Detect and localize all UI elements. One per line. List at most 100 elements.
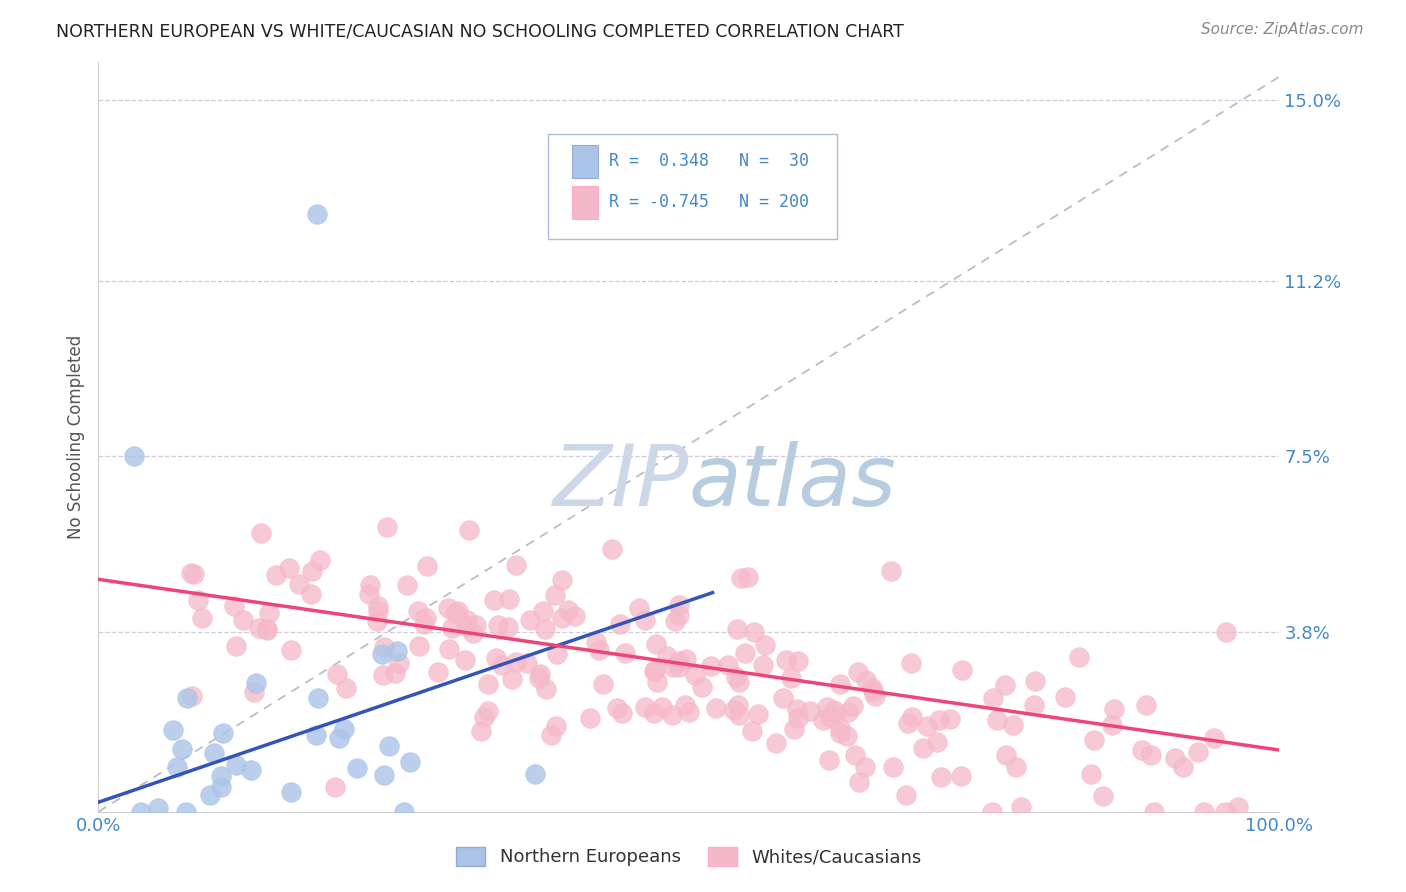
Point [1024,673,1046,688]
Point [844,747,866,762]
Point [717,658,740,673]
Point [496,620,519,634]
Point [651,700,673,714]
Point [257,606,280,620]
Point [516,657,538,671]
Point [544,588,567,602]
Point [815,699,838,714]
Y-axis label: No Schooling Completed: No Schooling Completed [66,335,84,539]
Point [1104,701,1126,715]
Point [1053,690,1076,705]
Point [395,578,418,592]
Point [256,624,278,638]
Point [232,613,254,627]
Point [225,639,247,653]
Text: Source: ZipAtlas.com: Source: ZipAtlas.com [1201,22,1364,37]
Point [633,613,655,627]
Point [643,706,665,720]
Point [148,801,170,815]
Point [299,587,322,601]
Point [900,657,922,671]
Point [323,780,346,794]
Point [408,640,430,654]
Point [700,659,723,673]
Point [823,703,845,717]
Point [308,553,330,567]
Point [828,725,851,739]
Point [723,703,745,717]
Point [747,706,769,721]
Point [373,640,395,654]
Point [1005,760,1028,774]
Point [243,685,266,699]
Point [896,788,918,802]
Point [862,684,884,698]
Text: atlas: atlas [689,441,897,524]
Point [482,592,505,607]
Point [375,520,398,534]
Point [387,643,409,657]
Point [222,599,245,613]
Point [357,587,380,601]
Point [198,789,221,803]
Point [882,760,904,774]
Point [288,577,311,591]
Point [477,704,499,718]
Point [911,741,934,756]
Point [634,700,657,714]
Point [202,746,225,760]
Point [1192,805,1215,819]
Point [335,681,357,695]
Point [780,671,803,685]
Point [1091,789,1114,804]
Text: NORTHERN EUROPEAN VS WHITE/CAUCASIAN NO SCHOOLING COMPLETED CORRELATION CHART: NORTHERN EUROPEAN VS WHITE/CAUCASIAN NO … [56,22,904,40]
Point [728,707,751,722]
Point [544,719,567,733]
Point [1069,650,1091,665]
Point [534,681,557,696]
Point [162,723,184,738]
Point [416,558,439,573]
Point [1213,805,1236,819]
Point [837,706,859,720]
Point [454,653,477,667]
Point [191,611,214,625]
Point [176,690,198,705]
Point [534,622,557,636]
Point [332,723,354,737]
Point [765,736,787,750]
Point [644,637,666,651]
Point [799,705,821,719]
Point [690,680,713,694]
Point [170,741,193,756]
Point [1010,799,1032,814]
Point [505,558,527,573]
Legend: Northern Europeans, Whites/Caucasians: Northern Europeans, Whites/Caucasians [457,847,921,866]
Point [846,665,869,680]
Point [519,614,541,628]
Point [678,705,700,719]
Point [668,607,690,622]
Point [183,566,205,581]
Point [863,689,886,703]
Point [853,760,876,774]
Point [209,780,232,795]
Point [465,618,488,632]
Point [787,710,810,724]
Point [592,677,614,691]
Point [786,702,808,716]
Point [1130,743,1153,757]
Point [668,660,690,674]
Point [820,709,842,723]
Point [727,698,749,712]
Point [527,671,550,685]
Point [181,689,204,703]
Point [240,763,263,777]
Point [664,615,686,629]
Point [900,710,922,724]
Point [371,667,394,681]
Point [406,605,429,619]
Point [359,578,381,592]
Point [564,608,586,623]
Point [498,591,520,606]
